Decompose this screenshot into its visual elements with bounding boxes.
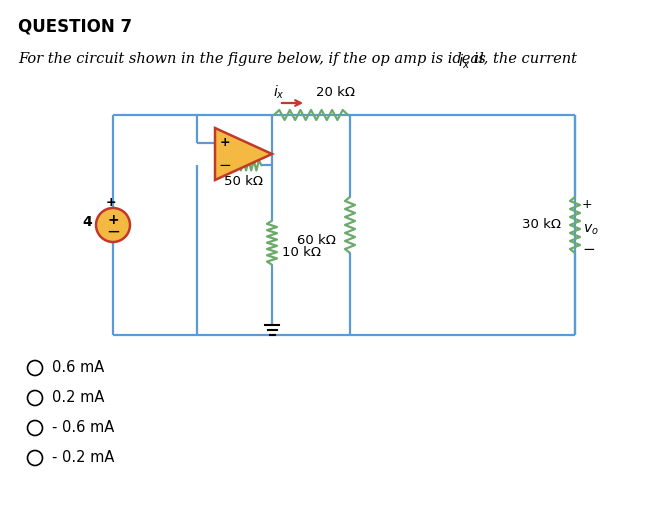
Text: 4 V: 4 V [83, 215, 108, 229]
Text: For the circuit shown in the figure below, if the op amp is ideal, the current: For the circuit shown in the figure belo… [18, 52, 582, 66]
Text: −: − [106, 223, 120, 241]
Text: $i_x$: $i_x$ [273, 84, 284, 101]
Text: QUESTION 7: QUESTION 7 [18, 18, 132, 36]
Text: $i_x$: $i_x$ [458, 52, 470, 71]
Text: 20 kΩ: 20 kΩ [316, 86, 355, 99]
Text: $v_o$: $v_o$ [583, 223, 599, 237]
Text: 10 kΩ: 10 kΩ [282, 246, 321, 259]
Text: 0.6 mA: 0.6 mA [52, 361, 104, 376]
Text: +: + [220, 136, 230, 149]
Text: +: + [106, 197, 116, 209]
Polygon shape [215, 128, 272, 180]
Text: - 0.6 mA: - 0.6 mA [52, 421, 114, 436]
Text: 0.2 mA: 0.2 mA [52, 391, 104, 406]
Text: 50 kΩ: 50 kΩ [224, 175, 263, 188]
Text: 30 kΩ: 30 kΩ [522, 218, 561, 232]
Text: −: − [582, 243, 595, 257]
Text: 60 kΩ: 60 kΩ [297, 234, 336, 247]
Text: −: − [219, 158, 232, 173]
Text: +: + [582, 199, 593, 212]
Text: +: + [107, 213, 119, 227]
Text: is: is [469, 52, 486, 66]
Circle shape [96, 208, 130, 242]
Text: - 0.2 mA: - 0.2 mA [52, 450, 114, 465]
